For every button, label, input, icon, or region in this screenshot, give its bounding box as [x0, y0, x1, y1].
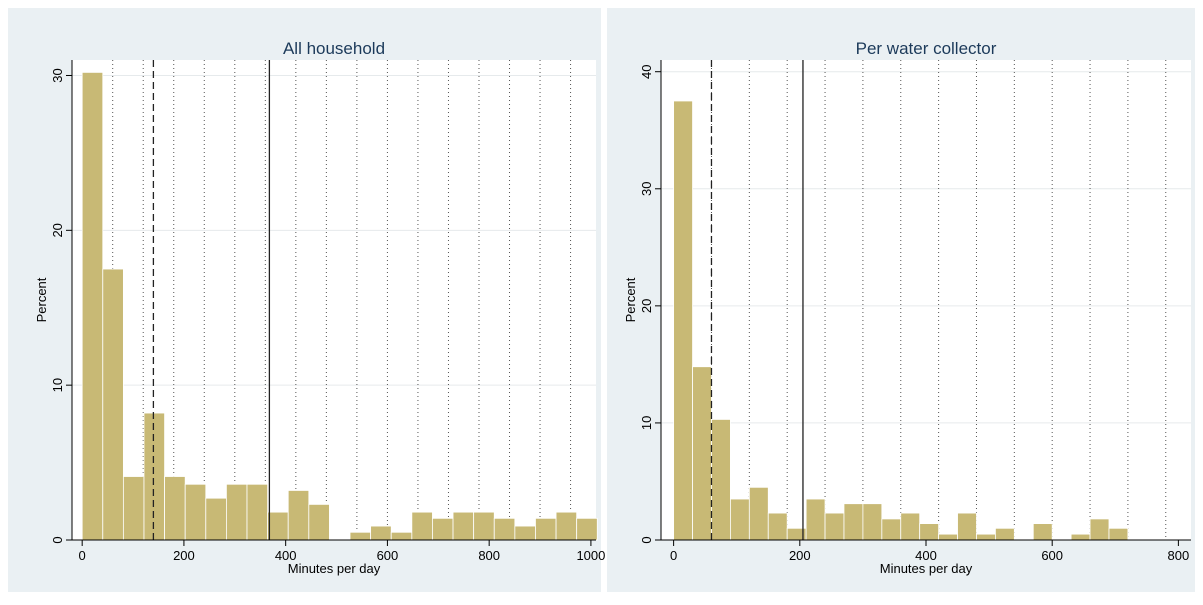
x-tick-label: 800 — [478, 548, 500, 563]
x-tick-label: 200 — [173, 548, 195, 563]
histogram-bar — [843, 503, 864, 541]
x-axis-label: Minutes per day — [880, 561, 973, 576]
x-tick-label: 400 — [275, 548, 297, 563]
x-tick-label: 1000 — [576, 548, 605, 563]
plot-area — [661, 60, 1191, 540]
histogram-bar — [692, 366, 712, 541]
histogram-bar — [122, 476, 145, 541]
y-axis-label: Percent — [34, 277, 49, 322]
histogram-bar — [514, 525, 536, 541]
histogram-bar — [81, 71, 104, 541]
histogram-bar — [411, 511, 433, 541]
histogram-bar — [1108, 527, 1129, 541]
chart-title: Per water collector — [856, 39, 997, 58]
histogram-bar — [767, 512, 788, 541]
x-tick-label: 600 — [1041, 548, 1063, 563]
histogram-bar — [184, 483, 207, 541]
histogram-bar — [390, 531, 413, 541]
histogram-bar — [164, 476, 186, 541]
x-tick-label: 400 — [915, 548, 937, 563]
histogram-bar — [881, 518, 902, 541]
y-tick-label: 30 — [639, 182, 654, 196]
y-tick-label: 0 — [50, 536, 65, 543]
chart-panel-2: 0 200 400 600 800 0 10 20 30 40 Per water collecto… — [607, 8, 1195, 592]
histogram-bar — [246, 483, 269, 541]
histogram-bar — [535, 517, 557, 541]
x-tick-label: 800 — [1168, 548, 1190, 563]
histogram-bar — [748, 486, 769, 541]
histogram-bar — [900, 512, 921, 541]
y-tick-label: 30 — [50, 68, 65, 82]
histogram-bar — [349, 531, 372, 541]
x-tick-label: 0 — [670, 548, 677, 563]
histogram-bar — [730, 498, 750, 541]
chart-panel-1: 0 200 400 600 800 1000 0 10 20 30 All household Min… — [8, 8, 605, 592]
histogram-bar — [862, 503, 883, 541]
histogram-bar — [1089, 518, 1110, 541]
histogram-bar — [576, 517, 598, 541]
histogram-bar — [143, 412, 165, 541]
histogram-bar — [938, 533, 958, 541]
histogram-bar — [473, 511, 495, 541]
histogram-bar — [493, 517, 516, 541]
histogram-bar — [919, 523, 940, 541]
y-tick-label: 10 — [639, 416, 654, 430]
y-tick-label: 0 — [639, 536, 654, 543]
histogram-bar — [452, 511, 475, 541]
histogram-bar — [555, 511, 578, 541]
histogram-bar — [673, 100, 693, 541]
histogram-bar — [102, 268, 124, 541]
y-tick-label: 20 — [639, 299, 654, 313]
y-axis-label: Percent — [623, 277, 638, 322]
histogram-bar — [976, 533, 996, 541]
histogram-bar — [995, 527, 1015, 541]
x-tick-label: 0 — [79, 548, 86, 563]
histogram-bar — [1070, 533, 1091, 541]
histogram-bar — [1032, 523, 1053, 541]
y-tick-label: 10 — [50, 378, 65, 392]
histogram-bar — [267, 511, 289, 541]
x-tick-label: 600 — [377, 548, 399, 563]
y-tick-label: 40 — [639, 64, 654, 78]
histogram-bar — [205, 497, 227, 541]
histogram-bar — [308, 503, 330, 541]
histogram-bar — [287, 490, 310, 541]
histogram-bar — [370, 525, 392, 541]
y-tick-label: 20 — [50, 223, 65, 237]
histogram-bar — [957, 512, 977, 541]
histogram-bar — [824, 512, 845, 541]
histogram-bar — [805, 498, 826, 541]
histogram-bar — [432, 517, 454, 541]
chart-title: All household — [283, 39, 385, 58]
x-tick-label: 200 — [789, 548, 811, 563]
x-axis-label: Minutes per day — [288, 561, 381, 576]
histogram-bar — [711, 419, 731, 541]
histogram-bar — [226, 483, 248, 541]
